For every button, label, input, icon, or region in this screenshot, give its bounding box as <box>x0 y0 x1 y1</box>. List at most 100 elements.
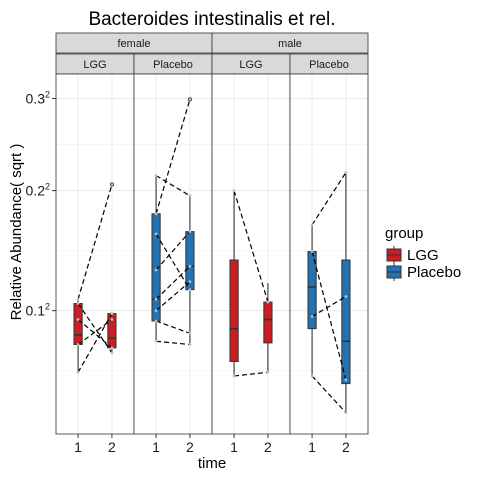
strip-label-male: male <box>278 38 302 50</box>
strip-male <box>211 32 369 54</box>
panel-background <box>134 74 212 434</box>
x-tick-label: 1 <box>230 439 238 455</box>
subject-point <box>188 280 192 284</box>
subject-point <box>110 318 114 321</box>
subject-point <box>110 312 114 315</box>
panel-male-lgg: LGG <box>211 53 291 435</box>
strip-label-group: LGG <box>83 59 106 71</box>
subject-point <box>76 370 80 374</box>
subject-point <box>344 378 348 382</box>
legend-title: group <box>385 225 423 242</box>
subject-line <box>155 99 191 214</box>
facet-panels: female male LGG Placebo LGG Placebo <box>55 32 369 435</box>
y-tick-label: 0.22 <box>26 182 50 199</box>
subject-point <box>188 97 192 101</box>
subject-line <box>155 231 191 271</box>
subject-line <box>155 233 191 291</box>
subject-point <box>110 183 114 186</box>
subject-point <box>344 411 348 415</box>
panel-male-placebo: Placebo <box>289 53 369 435</box>
y-axis: 0.12 0.22 0.32 <box>26 90 56 319</box>
x-tick-label: 1 <box>74 439 82 455</box>
x-tick-label: 2 <box>108 439 116 455</box>
subject-point <box>154 268 158 272</box>
chart-title: Bacteroides intestinalis et rel. <box>88 9 335 30</box>
subject-point <box>154 339 158 343</box>
strip-label-female: female <box>117 38 150 50</box>
y-tick-label: 0.32 <box>26 90 50 107</box>
panel-female-lgg: LGG <box>55 53 135 435</box>
legend-label-lgg: LGG <box>407 247 439 264</box>
box-iqr <box>341 259 351 385</box>
legend-key-lgg <box>386 246 402 264</box>
subject-line <box>77 313 113 373</box>
subject-line <box>234 371 268 377</box>
subject-point <box>110 351 114 355</box>
subject-point <box>76 343 80 346</box>
box-iqr <box>263 301 273 344</box>
panel-border <box>289 73 369 435</box>
subject-point <box>188 331 192 335</box>
subject-point <box>110 346 114 350</box>
subject-point <box>154 212 158 216</box>
subject-point <box>310 250 314 253</box>
strip-label-group: Placebo <box>309 59 349 71</box>
subject-point <box>188 264 192 268</box>
subject-point <box>344 171 348 174</box>
strip-label-group: LGG <box>239 59 262 71</box>
panel-background <box>212 74 290 434</box>
x-tick-label: 1 <box>152 439 160 455</box>
x-tick-label: 2 <box>186 439 194 455</box>
panel-background <box>290 74 368 434</box>
panel-female-placebo: Placebo <box>133 53 213 435</box>
subject-line <box>311 375 347 414</box>
x-axis-title: time <box>198 455 226 472</box>
x-tick-label: 2 <box>264 439 272 455</box>
subject-point <box>232 374 236 378</box>
subject-point <box>310 223 314 227</box>
box-iqr <box>73 303 83 346</box>
subject-point <box>188 230 192 234</box>
subject-point <box>76 302 80 305</box>
subject-point <box>266 300 270 304</box>
subject-point <box>154 232 158 236</box>
subject-point <box>154 319 158 323</box>
subject-point <box>188 288 192 292</box>
subject-point <box>232 189 236 193</box>
subject-point <box>310 374 314 378</box>
x-tick-label: 2 <box>342 439 350 455</box>
subject-line <box>311 296 347 318</box>
box-time-2 <box>341 172 351 413</box>
subject-point <box>154 297 158 301</box>
y-tick-label: 0.12 <box>26 302 50 319</box>
subject-point <box>154 174 158 177</box>
strip-label-group: Placebo <box>153 59 193 71</box>
legend-label-placebo: Placebo <box>407 264 461 281</box>
subject-line <box>155 320 191 334</box>
box-iqr <box>229 259 239 362</box>
subject-line <box>77 303 113 354</box>
subject-line <box>156 340 190 346</box>
subject-point <box>76 318 80 321</box>
x-axis: 1 2 1 2 1 2 1 2 <box>74 434 350 455</box>
subject-line <box>311 251 347 380</box>
box-time-1 <box>229 190 239 376</box>
subject-point <box>76 297 80 301</box>
legend-key-placebo <box>386 263 402 281</box>
x-tick-label: 1 <box>308 439 316 455</box>
subject-line <box>311 172 347 226</box>
subject-point <box>188 343 192 346</box>
subject-point <box>344 295 348 298</box>
y-axis-title: Relative Abundance( sqrt ) <box>8 144 25 321</box>
panel-background <box>56 74 134 434</box>
subject-line <box>77 319 113 349</box>
subject-line <box>77 184 113 300</box>
subject-line <box>233 190 269 303</box>
subject-point <box>188 194 192 198</box>
subject-point <box>154 309 158 313</box>
subject-point <box>310 315 314 318</box>
subject-point <box>266 370 270 374</box>
subject-line <box>155 175 191 197</box>
